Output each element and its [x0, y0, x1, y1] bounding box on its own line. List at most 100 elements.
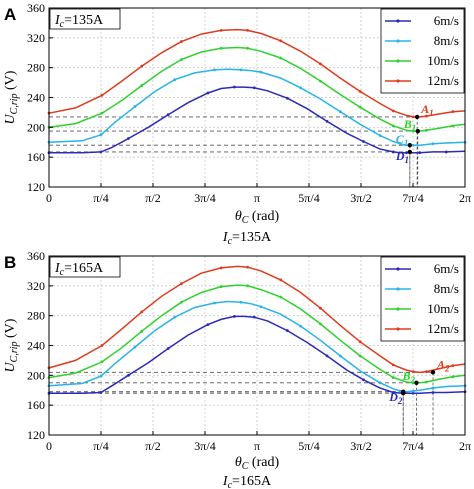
data-point: [431, 391, 435, 394]
data-point: [246, 265, 250, 269]
data-point: [411, 391, 415, 395]
data-point: [398, 142, 402, 146]
data-point: [424, 128, 428, 132]
data-point: [391, 124, 395, 128]
panel-caption: Ic=135A: [222, 230, 272, 247]
x-tick-label: 3π/2: [350, 439, 371, 453]
marker-point: [430, 370, 436, 375]
data-point: [431, 142, 435, 146]
x-tick-label: 7π/4: [402, 191, 423, 205]
y-axis-label: UC,rip (V): [3, 318, 20, 372]
legend-entry: 10m/s: [427, 53, 459, 68]
marker-label: A1: [420, 102, 434, 118]
data-point: [391, 391, 395, 394]
x-tick-label: 2π: [459, 191, 471, 205]
x-tick-label: 0: [46, 191, 52, 205]
panel-caption: Ic=165A: [222, 474, 272, 489]
inbox-label-box: [49, 256, 121, 278]
x-tick-label: π/2: [145, 191, 160, 205]
data-point: [140, 64, 144, 68]
data-point: [391, 150, 395, 154]
legend-entry: 8m/s: [434, 281, 459, 296]
data-point: [358, 90, 362, 93]
data-point: [358, 354, 362, 358]
y-axis-label: UC,rip (V): [3, 70, 20, 124]
data-point: [100, 360, 104, 364]
legend-swatch-marker: [396, 287, 400, 291]
x-tick-label: π/4: [93, 191, 108, 205]
data-point: [319, 62, 322, 66]
legend-entry: 6m/s: [434, 13, 459, 28]
y-tick-label: 160: [27, 150, 45, 164]
data-point: [451, 375, 455, 379]
inbox-label: Ic=165A: [54, 261, 104, 278]
y-tick-label: 200: [27, 120, 45, 134]
data-point: [246, 284, 250, 288]
legend-box: [380, 256, 465, 342]
data-point: [173, 315, 177, 319]
legend-entry: 6m/s: [434, 261, 459, 276]
marker-label: B1: [403, 117, 417, 133]
legend-swatch-marker: [396, 59, 400, 63]
data-point: [411, 129, 415, 133]
x-tick-label: π: [254, 191, 260, 205]
data-point: [411, 381, 415, 385]
data-point: [405, 151, 408, 155]
y-tick-label: 240: [27, 339, 45, 353]
marker-point: [414, 114, 420, 120]
data-point: [431, 386, 435, 390]
data-point: [279, 295, 283, 299]
y-tick-label: 160: [27, 398, 45, 412]
inbox-label-box: [49, 8, 121, 30]
legend-entry: 12m/s: [427, 321, 459, 336]
data-point: [411, 370, 415, 374]
data-point: [140, 84, 144, 87]
series-line-12m/s: [48, 265, 466, 374]
x-tick-label: 3π/4: [194, 439, 215, 453]
data-point: [239, 68, 243, 72]
data-point: [285, 329, 289, 332]
data-point: [319, 306, 322, 310]
data-point: [362, 378, 365, 382]
marker-label: D1: [395, 149, 409, 165]
series-line-6m/s: [49, 315, 466, 394]
y-tick-label: 120: [27, 180, 45, 194]
marker-label: D2: [388, 390, 403, 406]
data-point: [173, 78, 177, 81]
data-point: [451, 364, 455, 368]
legend-swatch-marker: [396, 39, 400, 43]
data-point: [358, 340, 362, 344]
marker-point: [414, 380, 419, 385]
data-point: [424, 370, 428, 374]
x-tick-label: π/2: [145, 439, 160, 453]
data-point: [127, 373, 130, 377]
data-point: [411, 389, 415, 393]
y-tick-label: 320: [27, 31, 45, 45]
y-tick-label: 360: [27, 249, 45, 263]
data-point: [391, 376, 395, 379]
data-point: [99, 391, 103, 394]
data-point: [299, 86, 302, 90]
data-point: [319, 79, 322, 83]
y-tick-label: 240: [27, 91, 45, 105]
x-tick-label: 7π/4: [402, 439, 423, 453]
data-point: [391, 363, 395, 367]
data-point: [451, 110, 455, 114]
legend-entry: 8m/s: [434, 33, 459, 48]
inbox-label: Ic=135A: [54, 13, 104, 30]
legend-swatch-marker: [396, 79, 400, 83]
legend-entry: 10m/s: [427, 301, 459, 316]
marker-label: B2: [401, 369, 415, 385]
y-tick-label: 320: [27, 279, 45, 293]
y-tick-label: 120: [27, 428, 45, 442]
marker-point: [407, 149, 413, 155]
x-axis-label: θC (rad): [235, 455, 280, 472]
data-point: [424, 380, 428, 384]
marker-label: C1: [396, 132, 409, 148]
data-point: [279, 278, 283, 282]
x-tick-label: 3π/4: [194, 191, 215, 205]
data-point: [325, 354, 329, 358]
data-point: [140, 310, 144, 314]
